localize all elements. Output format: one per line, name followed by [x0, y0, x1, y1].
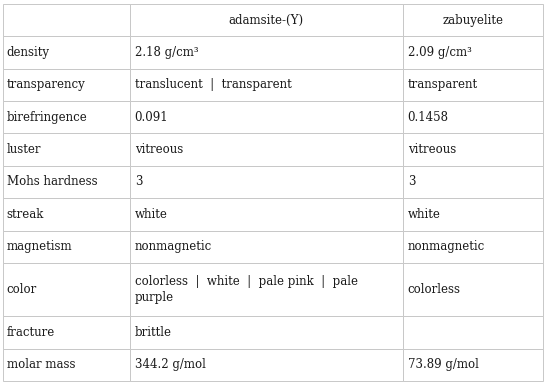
Text: streak: streak [7, 208, 44, 221]
Text: molar mass: molar mass [7, 358, 75, 372]
Text: colorless  |  white  |  pale pink  |  pale
purple: colorless | white | pale pink | pale pur… [135, 275, 358, 305]
Text: brittle: brittle [135, 326, 171, 339]
Bar [3, 316, 130, 349]
Text: transparency: transparency [7, 78, 85, 91]
Text: 2.09 g/cm³: 2.09 g/cm³ [408, 46, 472, 59]
Text: translucent  |  transparent: translucent | transparent [135, 78, 292, 91]
Bar [403, 4, 543, 36]
Text: zabuyelite: zabuyelite [442, 13, 503, 27]
Bar [130, 166, 403, 198]
Bar [403, 166, 543, 198]
Bar [3, 263, 130, 316]
Text: 73.89 g/mol: 73.89 g/mol [408, 358, 478, 372]
Text: 3: 3 [408, 176, 415, 189]
Text: density: density [7, 46, 50, 59]
Bar [403, 36, 543, 69]
Bar [130, 133, 403, 166]
Text: 0.1458: 0.1458 [408, 111, 449, 124]
Text: 344.2 g/mol: 344.2 g/mol [135, 358, 205, 372]
Bar [130, 231, 403, 263]
Bar [3, 231, 130, 263]
Bar [3, 4, 130, 36]
Bar [403, 101, 543, 133]
Bar [130, 69, 403, 101]
Bar [3, 101, 130, 133]
Bar [3, 166, 130, 198]
Bar [403, 263, 543, 316]
Text: white: white [408, 208, 441, 221]
Bar [130, 349, 403, 381]
Bar [403, 69, 543, 101]
Bar [3, 36, 130, 69]
Text: nonmagnetic: nonmagnetic [135, 240, 212, 253]
Bar [403, 316, 543, 349]
Bar [3, 69, 130, 101]
Text: 3: 3 [135, 176, 142, 189]
Bar [130, 316, 403, 349]
Bar [3, 133, 130, 166]
Text: birefringence: birefringence [7, 111, 87, 124]
Text: vitreous: vitreous [135, 143, 183, 156]
Bar [130, 36, 403, 69]
Text: colorless: colorless [408, 283, 461, 296]
Bar [403, 349, 543, 381]
Text: adamsite-(Y): adamsite-(Y) [229, 13, 304, 27]
Text: luster: luster [7, 143, 41, 156]
Bar [130, 263, 403, 316]
Bar [403, 133, 543, 166]
Text: transparent: transparent [408, 78, 478, 91]
Bar [403, 231, 543, 263]
Text: white: white [135, 208, 168, 221]
Bar [130, 198, 403, 231]
Text: 0.091: 0.091 [135, 111, 168, 124]
Text: 2.18 g/cm³: 2.18 g/cm³ [135, 46, 198, 59]
Text: magnetism: magnetism [7, 240, 72, 253]
Bar [3, 198, 130, 231]
Text: vitreous: vitreous [408, 143, 456, 156]
Bar [403, 198, 543, 231]
Text: Mohs hardness: Mohs hardness [7, 176, 97, 189]
Bar [3, 349, 130, 381]
Text: fracture: fracture [7, 326, 55, 339]
Bar [130, 101, 403, 133]
Text: nonmagnetic: nonmagnetic [408, 240, 485, 253]
Text: color: color [7, 283, 37, 296]
Bar [130, 4, 403, 36]
